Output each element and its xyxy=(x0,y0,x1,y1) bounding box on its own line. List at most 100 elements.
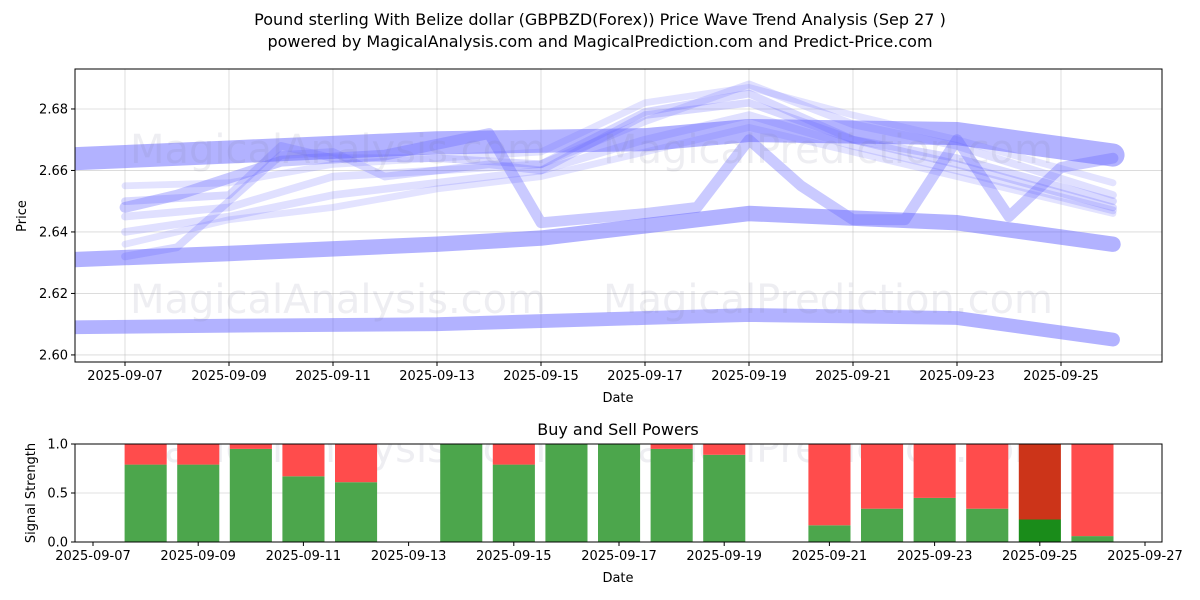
buy-sell-power-chart: Buy and Sell Powers MagicalAnalysis.com … xyxy=(24,420,1183,586)
main-axes-frame xyxy=(74,68,1163,363)
bar-x-ticks: 2025-09-07 2025-09-09 2025-09-11 2025-09-13… xyxy=(55,542,1183,564)
sell-bar xyxy=(966,444,1009,509)
buy-bar xyxy=(966,508,1009,542)
bar-group xyxy=(703,444,746,542)
sell-bar xyxy=(492,444,535,465)
bar-x-tick-label: 2025-09-23 xyxy=(897,549,973,564)
buy-bar xyxy=(177,464,220,542)
bar-group xyxy=(440,444,483,542)
watermark-left-bottom: MagicalAnalysis.com xyxy=(130,277,546,323)
sell-bar xyxy=(703,444,746,455)
main-y-tick-label: 2.64 xyxy=(39,225,68,240)
bar-y-ticks: 0.0 0.5 1.0 xyxy=(47,438,75,551)
wave-line-5 xyxy=(121,124,1117,248)
main-y-tick-label: 2.60 xyxy=(39,348,68,363)
bar-group xyxy=(1018,444,1061,542)
watermark-left-top: MagicalAnalysis.com xyxy=(130,127,546,173)
buy-bar xyxy=(1071,536,1114,542)
buy-bar xyxy=(861,508,904,542)
bar-group xyxy=(861,444,904,542)
sell-bar xyxy=(229,444,272,449)
sell-bar xyxy=(1071,444,1114,537)
bar-x-tick-label: 2025-09-11 xyxy=(266,549,342,564)
sell-bar xyxy=(1018,444,1061,520)
bar-y-tick-label: 0.5 xyxy=(47,487,68,502)
sell-bar xyxy=(124,444,167,465)
main-x-tick-label: 2025-09-09 xyxy=(191,369,267,384)
sell-bar xyxy=(861,444,904,509)
buy-bar xyxy=(282,476,325,542)
main-y-tick-label: 2.66 xyxy=(39,164,68,179)
buy-bar xyxy=(598,444,641,542)
bar-x-tick-label: 2025-09-27 xyxy=(1107,549,1183,564)
chart-title: Pound sterling With Belize dollar (GBPBZ… xyxy=(254,10,946,29)
bar-y-tick-label: 1.0 xyxy=(47,438,68,453)
main-x-tick-label: 2025-09-07 xyxy=(87,369,163,384)
bar-x-tick-label: 2025-09-21 xyxy=(792,549,868,564)
wave-line-2 xyxy=(121,89,1117,212)
buy-bar xyxy=(492,464,535,542)
wave-band-top xyxy=(75,118,1125,171)
bar-x-tick-label: 2025-09-15 xyxy=(476,549,552,564)
buy-bar xyxy=(335,482,378,542)
sell-bar xyxy=(650,444,693,449)
bar-x-tick-label: 2025-09-17 xyxy=(581,549,657,564)
bar-group xyxy=(229,444,272,542)
bar-y-tick-label: 0.0 xyxy=(47,536,68,551)
main-x-tick-label: 2025-09-15 xyxy=(503,369,579,384)
main-y-tick-label: 2.68 xyxy=(39,102,68,117)
chart-subtitle: powered by MagicalAnalysis.com and Magic… xyxy=(267,32,933,51)
main-x-tick-label: 2025-09-11 xyxy=(295,369,371,384)
bar-marks xyxy=(124,444,1114,542)
main-x-tick-label: 2025-09-13 xyxy=(399,369,475,384)
buy-bar xyxy=(229,448,272,542)
buy-bar xyxy=(440,444,483,542)
wave-line-4 xyxy=(121,111,1117,236)
bar-group xyxy=(282,444,325,542)
bar-group xyxy=(913,444,956,542)
main-watermarks: MagicalAnalysis.com MagicalPrediction.co… xyxy=(130,127,1053,323)
bar-group xyxy=(492,444,535,542)
bar-group xyxy=(808,444,851,542)
main-y-axis-label: Price xyxy=(15,200,30,232)
buy-bar xyxy=(1018,519,1061,542)
wave-line-1 xyxy=(121,98,1117,261)
bar-x-tick-label: 2025-09-07 xyxy=(55,549,131,564)
watermark-right-bottom: MagicalPrediction.com xyxy=(603,277,1053,323)
bar-group xyxy=(598,444,641,542)
wave-band-oscillating xyxy=(119,128,1119,229)
watermark-right-top: MagicalPrediction.com xyxy=(603,127,1053,173)
price-wave-chart: MagicalAnalysis.com MagicalPrediction.co… xyxy=(15,68,1163,406)
bar-group xyxy=(545,444,588,542)
main-x-axis-label: Date xyxy=(602,391,633,406)
sell-bar xyxy=(808,444,851,526)
main-x-tick-label: 2025-09-25 xyxy=(1023,369,1099,384)
buy-bar xyxy=(703,454,746,542)
sell-bar xyxy=(913,444,956,498)
buy-bar xyxy=(650,448,693,542)
main-x-tick-label: 2025-09-17 xyxy=(607,369,683,384)
main-x-tick-label: 2025-09-23 xyxy=(919,369,995,384)
bar-y-axis-label: Signal Strength xyxy=(24,443,39,543)
bar-group xyxy=(335,444,378,542)
wave-bands xyxy=(75,80,1125,347)
buy-bar xyxy=(808,525,851,542)
wave-line-6 xyxy=(121,84,1117,190)
bar-x-tick-label: 2025-09-13 xyxy=(371,549,447,564)
bar-group xyxy=(650,444,693,542)
bar-x-tick-label: 2025-09-19 xyxy=(686,549,762,564)
sell-bar xyxy=(282,444,325,477)
bar-group xyxy=(177,444,220,542)
buy-bar xyxy=(124,464,167,542)
wave-band-upper-mid xyxy=(75,205,1121,268)
sell-bar xyxy=(177,444,220,465)
main-x-ticks: 2025-09-07 2025-09-09 2025-09-11 2025-09-13… xyxy=(87,362,1099,384)
bar-x-tick-label: 2025-09-09 xyxy=(160,549,236,564)
bar-x-axis-label: Date xyxy=(602,571,633,586)
wave-line-3 xyxy=(121,80,1117,221)
bar-x-tick-label: 2025-09-25 xyxy=(1002,549,1078,564)
bar-group xyxy=(966,444,1009,542)
buy-bar xyxy=(545,444,588,542)
bar-group xyxy=(124,444,167,542)
